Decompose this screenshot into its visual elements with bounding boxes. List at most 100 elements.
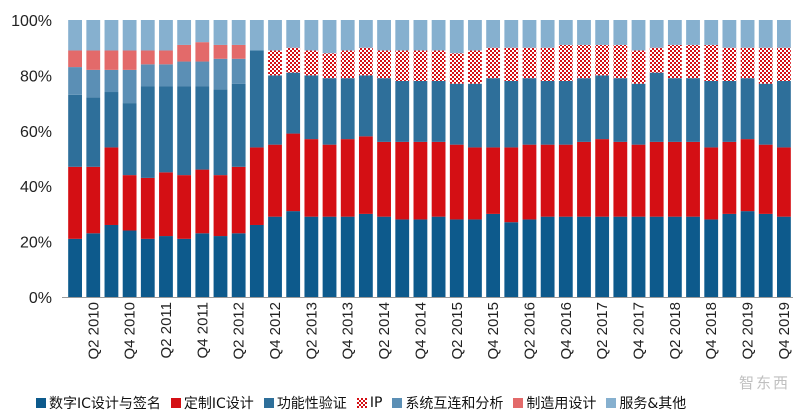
- bar-segment-2: [159, 172, 173, 237]
- bar-segment-3: [649, 72, 664, 142]
- bar-segment-7: [595, 20, 610, 45]
- x-tick-label: Q2 2016: [521, 302, 538, 360]
- bar-segment-3: [231, 83, 246, 167]
- bar-segment-3: [340, 78, 355, 140]
- bar-segment-4: [322, 53, 337, 79]
- bar-segment-1: [177, 238, 192, 297]
- y-tick-label: 80%: [20, 68, 52, 85]
- bar-segment-4: [377, 50, 391, 79]
- bar-segment-7: [431, 20, 446, 51]
- bar-segment-1: [377, 216, 391, 297]
- y-tick-label: 100%: [11, 13, 52, 30]
- bar-segment-7: [758, 20, 773, 48]
- bar-segment-4: [449, 53, 464, 84]
- bar-segment-3: [758, 83, 773, 145]
- x-tick-label: Q4 2019: [776, 302, 793, 360]
- bar-segment-6: [68, 50, 82, 68]
- legend-label: 服务&其他: [619, 396, 687, 412]
- bar-segment-6: [122, 50, 137, 70]
- bar-segment-1: [322, 216, 337, 297]
- bar-segment-3: [395, 80, 410, 142]
- bar-segment-4: [558, 44, 573, 81]
- bar-segment-3: [722, 80, 737, 142]
- bar-segment-4: [777, 47, 791, 81]
- bar-segment-1: [413, 219, 428, 297]
- x-tick-label: Q4 2016: [558, 302, 575, 360]
- bar-segment-7: [777, 20, 791, 48]
- bar-segment-2: [540, 144, 555, 217]
- legend-item-digital-ic: 数字IC设计与签名: [36, 393, 161, 413]
- legend-item-services: 服务&其他: [606, 393, 686, 413]
- bar-segment-1: [740, 211, 755, 297]
- x-tick-label: Q2 2011: [158, 302, 175, 358]
- bar-segment-2: [667, 141, 682, 217]
- x-tick-label: Q2 2013: [303, 302, 320, 360]
- bar-segment-4: [667, 44, 682, 79]
- bar-segment-3: [322, 78, 337, 145]
- bar-segment-1: [649, 216, 664, 297]
- bar-segment-2: [268, 144, 282, 217]
- bar-segment-1: [395, 219, 410, 297]
- bar-segment-1: [558, 216, 573, 297]
- bar-segment-3: [68, 94, 82, 167]
- legend: 数字IC设计与签名 定制IC设计 功能性验证 IP 系统互连和分析 制造用设计 …: [36, 393, 696, 413]
- bar-segment-2: [68, 166, 82, 239]
- bar-segment-2: [722, 141, 737, 214]
- bar-segment-1: [704, 219, 719, 297]
- bar-segment-1: [104, 224, 119, 297]
- bar-segment-3: [686, 78, 700, 142]
- bar-segment-2: [486, 147, 501, 214]
- bar-segment-2: [740, 139, 755, 212]
- bar-segment-6: [177, 44, 192, 62]
- bar-segment-3: [486, 78, 501, 148]
- bar-segment-1: [249, 224, 264, 297]
- bar-segment-2: [558, 144, 573, 217]
- bar-segment-6: [231, 44, 246, 59]
- legend-label: 定制IC设计: [183, 396, 254, 412]
- x-tick-label: Q2 2019: [740, 302, 757, 360]
- legend-label: 制造用设计: [526, 396, 597, 412]
- bar-segment-2: [449, 144, 464, 220]
- bar-segment-2: [231, 166, 246, 234]
- bar-segment-1: [286, 211, 301, 297]
- bar-segment-2: [777, 147, 791, 217]
- bar-segment-1: [540, 216, 555, 297]
- bar-segment-7: [649, 20, 664, 48]
- bar-segment-7: [231, 20, 246, 45]
- bar-segment-4: [468, 50, 482, 84]
- bar-segment-7: [504, 20, 519, 48]
- bar-segment-4: [431, 50, 446, 81]
- bar-segment-4: [522, 47, 537, 79]
- bar-segment-7: [468, 20, 482, 51]
- bar-segment-4: [613, 44, 628, 79]
- bar-segment-2: [177, 175, 192, 239]
- bar-segment-7: [177, 20, 192, 45]
- bar-segment-1: [686, 216, 700, 297]
- bar-segment-7: [249, 20, 264, 51]
- bar-segment-6: [159, 50, 173, 65]
- bar-segment-4: [758, 47, 773, 84]
- bar-segment-1: [86, 233, 101, 297]
- bar-segment-7: [686, 20, 700, 45]
- bar-segment-1: [268, 216, 282, 297]
- bar-segment-1: [68, 238, 82, 297]
- bar-segment-1: [722, 213, 737, 297]
- bar-segment-7: [413, 20, 428, 51]
- bar-segment-5: [140, 64, 155, 87]
- bar-segment-1: [486, 213, 501, 297]
- bar-segment-3: [358, 75, 373, 137]
- bar-segment-4: [686, 44, 700, 79]
- bar-segment-3: [122, 103, 137, 176]
- bar-segment-2: [595, 139, 610, 217]
- bar-segment-7: [286, 20, 301, 48]
- y-tick-label: 20%: [20, 235, 52, 252]
- bar-segment-7: [122, 20, 137, 51]
- bar-segment-7: [268, 20, 282, 51]
- bar-segment-2: [631, 144, 646, 217]
- bar-segment-2: [304, 139, 319, 217]
- bar-segment-2: [613, 141, 628, 217]
- bar-segment-4: [577, 44, 591, 79]
- bar-segment-1: [613, 216, 628, 297]
- bar-segment-7: [213, 20, 228, 45]
